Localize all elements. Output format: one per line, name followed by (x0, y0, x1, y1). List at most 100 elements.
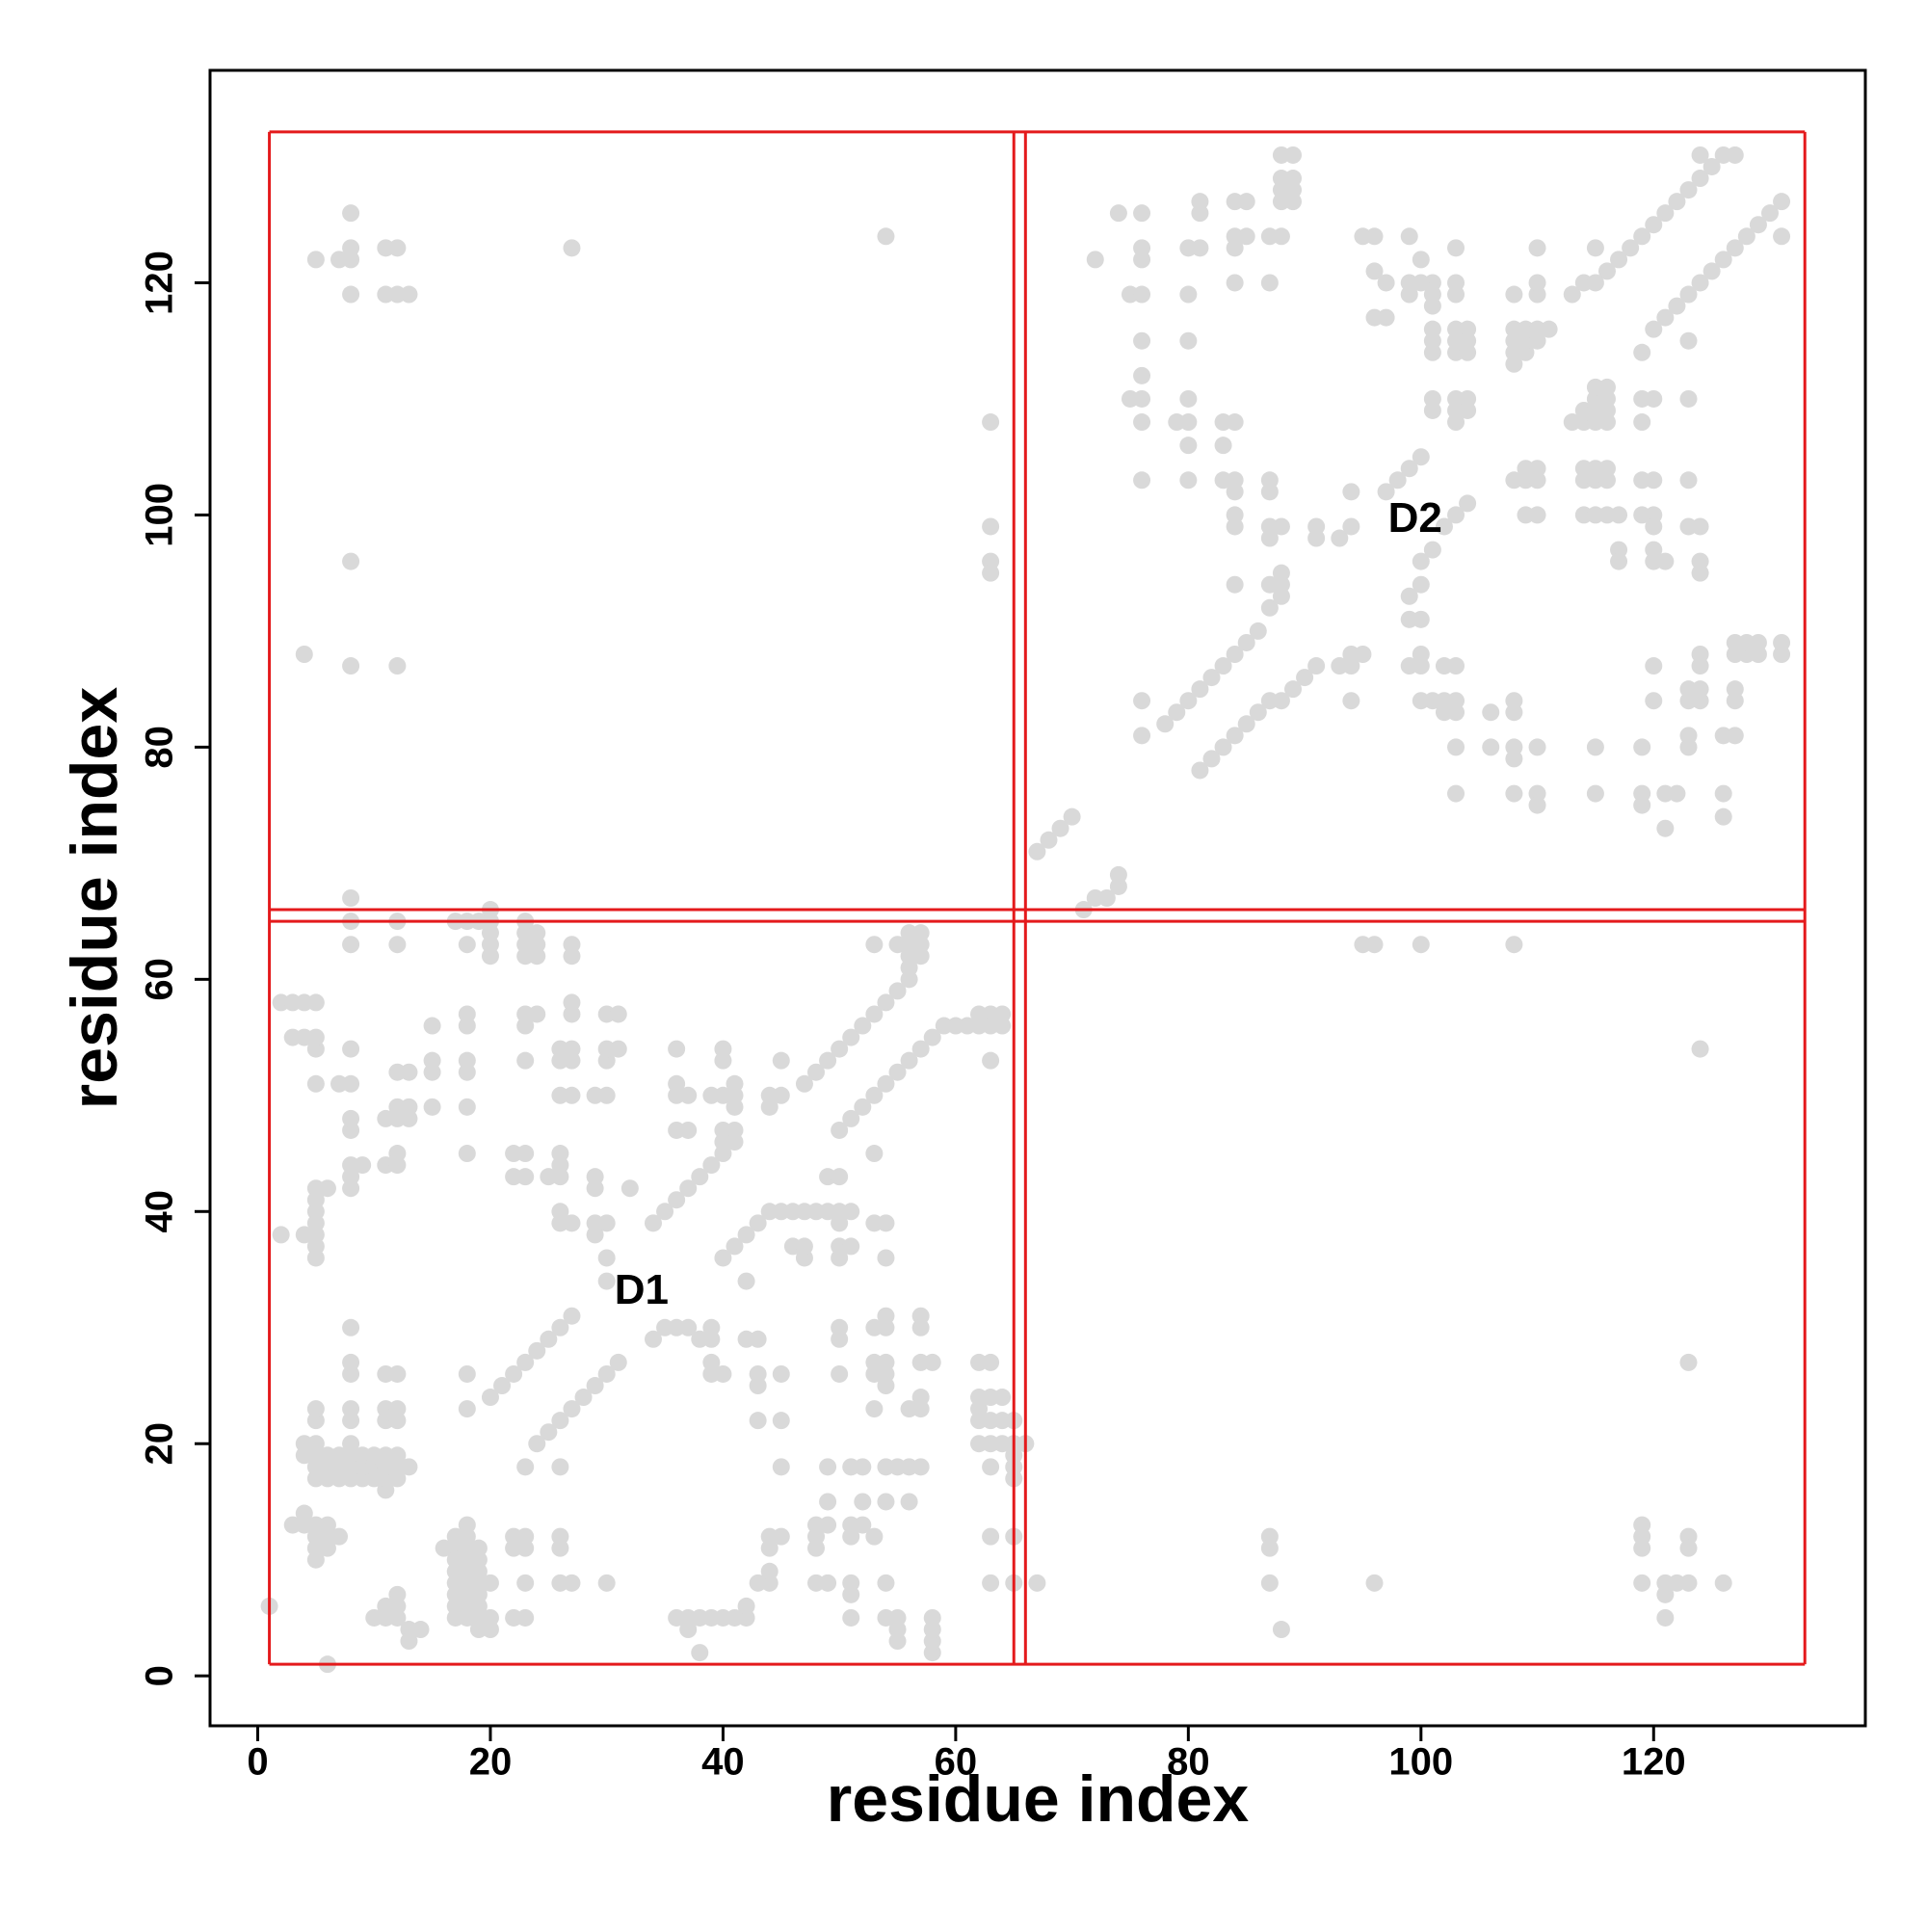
contact-point (1133, 692, 1151, 710)
contact-point (1133, 389, 1151, 408)
contact-point (691, 1168, 709, 1186)
x-tick-label: 60 (935, 1741, 978, 1784)
contact-point (982, 517, 1000, 536)
contact-point (1179, 471, 1198, 490)
contact-point (1214, 437, 1232, 455)
contact-point (1133, 366, 1151, 384)
contact-point (679, 1318, 698, 1337)
contact-point (1773, 633, 1791, 651)
contact-point (1028, 1574, 1046, 1592)
contact-point (1214, 738, 1232, 756)
contact-point (400, 1098, 418, 1116)
contact-point (1691, 1040, 1709, 1058)
contact-point (516, 1458, 535, 1476)
contact-point (1482, 703, 1500, 722)
contact-point (1191, 761, 1209, 780)
contact-point (400, 1458, 418, 1476)
contact-point (702, 1156, 721, 1175)
contact-point (1307, 529, 1326, 547)
contact-point (679, 1621, 698, 1639)
y-tick-label: 80 (139, 726, 181, 769)
contact-point (691, 1644, 709, 1662)
contact-point (563, 1574, 581, 1592)
contact-point (737, 1597, 755, 1615)
contact-point (1691, 645, 1709, 663)
contact-point (1284, 680, 1303, 699)
y-tick-label: 40 (139, 1190, 181, 1233)
contact-point (679, 1086, 698, 1104)
contact-point (1412, 575, 1430, 594)
contact-point (1656, 552, 1675, 570)
contact-point (842, 1203, 860, 1221)
contact-point (1260, 483, 1279, 501)
contact-point (1435, 657, 1453, 675)
contact-point (551, 1458, 569, 1476)
contact-point (1133, 727, 1151, 745)
contact-point (1645, 657, 1663, 675)
contact-point (1307, 657, 1326, 675)
contact-point (854, 1516, 872, 1534)
contact-point (597, 1086, 616, 1104)
contact-point (993, 1017, 1012, 1035)
contact-point (1505, 784, 1523, 803)
domain-label: D2 (1388, 494, 1442, 542)
contact-point (702, 1086, 721, 1104)
contact-point (1703, 262, 1721, 280)
contact-point (528, 1341, 546, 1360)
contact-point (900, 1400, 918, 1418)
contact-point (1133, 285, 1151, 304)
contact-point (993, 1389, 1012, 1407)
y-tick-label: 120 (139, 251, 181, 315)
contact-point (597, 1272, 616, 1290)
contact-point (563, 1051, 581, 1070)
contact-point (1645, 471, 1663, 490)
contact-point (982, 1353, 1000, 1371)
contact-point (1412, 251, 1430, 269)
contact-point (1679, 181, 1698, 199)
contact-point (505, 1364, 523, 1383)
contact-point (854, 1017, 872, 1035)
contact-point (911, 1458, 930, 1476)
contact-point (516, 1353, 535, 1371)
points (260, 146, 1791, 1674)
contact-point (842, 1527, 860, 1546)
contact-point (505, 1168, 523, 1186)
contact-point (586, 1168, 604, 1186)
contact-point (668, 1191, 686, 1209)
contact-point (1377, 483, 1395, 501)
contact-point (1622, 239, 1640, 257)
x-tick-label: 0 (247, 1741, 268, 1784)
contact-point (1284, 193, 1303, 211)
contact-point (1272, 1621, 1290, 1639)
contact-point (342, 657, 360, 675)
contact-point (1773, 193, 1791, 211)
contact-point (388, 1446, 407, 1465)
contact-point (1097, 889, 1116, 907)
contact-point (1668, 193, 1686, 211)
contact-point (1679, 738, 1698, 756)
contact-point (609, 1040, 627, 1058)
contact-point (1260, 575, 1279, 594)
contact-point (563, 1400, 581, 1418)
contact-point (342, 936, 360, 954)
contact-point (540, 1423, 558, 1442)
contact-point (528, 1435, 546, 1453)
contact-point (1656, 1608, 1675, 1627)
contact-point (644, 1330, 662, 1348)
contact-point (760, 1539, 779, 1557)
contact-point (1168, 413, 1186, 432)
contact-point (1691, 680, 1709, 699)
contact-point (819, 1203, 837, 1221)
contact-point (749, 1377, 767, 1395)
contact-point (1645, 389, 1663, 408)
contact-point (831, 1364, 849, 1383)
contact-point (318, 1516, 336, 1534)
contact-point (458, 1098, 476, 1116)
contact-point (1691, 146, 1709, 164)
contact-point (609, 1005, 627, 1023)
contact-point (1342, 483, 1360, 501)
contact-point (1412, 448, 1430, 466)
contact-point (1447, 285, 1465, 304)
contact-point (306, 251, 325, 269)
